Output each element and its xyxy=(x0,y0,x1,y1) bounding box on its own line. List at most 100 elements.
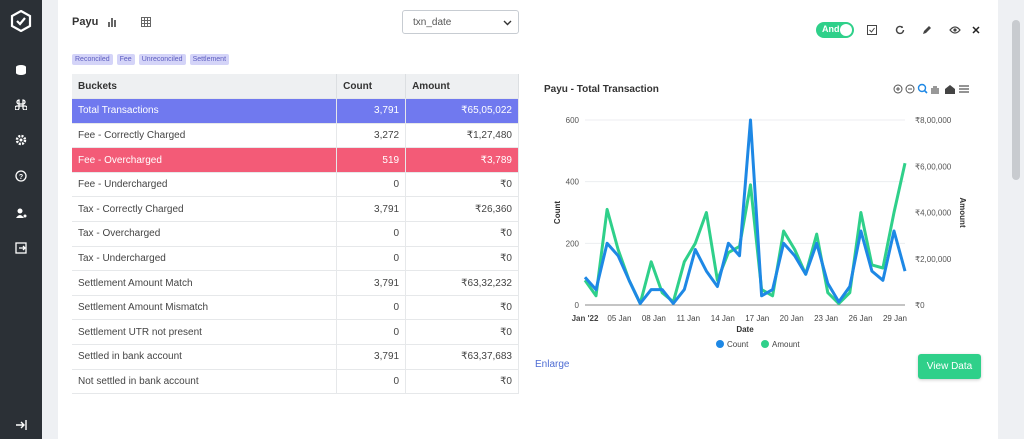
eye-icon[interactable] xyxy=(948,24,962,36)
table-row[interactable]: Fee - Overcharged 519 ₹3,789 xyxy=(72,147,519,173)
amount-cell: ₹0 xyxy=(405,369,519,395)
bucket-cell: Total Transactions xyxy=(72,98,338,124)
tag-fee[interactable]: Fee xyxy=(116,54,135,65)
bucket-cell: Tax - Overcharged xyxy=(72,221,338,247)
date-field-select-value: txn_date xyxy=(413,17,452,28)
y2-tick-label: ₹8,00,000 xyxy=(915,116,952,125)
page-scrollbar[interactable] xyxy=(1012,20,1020,180)
filter-tags: Reconciled Fee Unreconciled Settlement xyxy=(72,54,230,65)
y2-tick-label: ₹2,00,000 xyxy=(915,255,952,264)
magnifier-icon[interactable] xyxy=(917,83,928,94)
menu-icon[interactable] xyxy=(959,85,969,93)
y-axis-label: Count xyxy=(553,201,562,224)
y-tick-label: 400 xyxy=(566,178,580,187)
bucket-cell: Fee - Correctly Charged xyxy=(72,123,338,149)
logout-icon[interactable] xyxy=(0,415,42,435)
bar-chart-icon[interactable] xyxy=(106,16,118,28)
table-row[interactable]: Settlement UTR not present 0 ₹0 xyxy=(72,319,519,346)
table-row[interactable]: Tax - Correctly Charged 3,791 ₹26,360 xyxy=(72,196,519,223)
view-data-button[interactable]: View Data xyxy=(918,354,981,379)
sidebar: ? xyxy=(0,0,42,439)
amount-cell: ₹3,789 xyxy=(405,147,519,173)
close-icon[interactable] xyxy=(970,24,982,36)
checkbox-icon[interactable] xyxy=(866,24,878,36)
y2-tick-label: ₹6,00,000 xyxy=(915,162,952,171)
table-row[interactable]: Total Transactions 3,791 ₹65,05,022 xyxy=(72,98,519,124)
table-row[interactable]: Settlement Amount Mismatch 0 ₹0 xyxy=(72,295,519,321)
date-field-select[interactable]: txn_date xyxy=(402,10,519,34)
amount-cell: ₹63,37,683 xyxy=(405,344,519,370)
col-buckets-header: Buckets xyxy=(72,74,338,100)
and-toggle-label: And xyxy=(822,24,840,34)
zoom-out-icon[interactable] xyxy=(905,84,915,94)
y2-tick-label: ₹4,00,000 xyxy=(915,209,952,218)
toggle-knob xyxy=(840,24,852,36)
amount-cell: ₹63,32,232 xyxy=(405,270,519,296)
user-settings-icon[interactable] xyxy=(0,203,42,223)
x-axis-label: Date xyxy=(736,325,754,334)
table-row[interactable]: Settlement Amount Match 3,791 ₹63,32,232 xyxy=(72,270,519,296)
y-tick-label: 0 xyxy=(575,301,580,310)
app-logo-icon[interactable] xyxy=(10,10,32,32)
count-cell: 519 xyxy=(336,147,407,173)
table-row[interactable]: Fee - Correctly Charged 3,272 ₹1,27,480 xyxy=(72,123,519,149)
legend-label-count: Count xyxy=(727,340,749,349)
x-tick-label: 20 Jan xyxy=(780,314,804,323)
settings-gear-icon[interactable] xyxy=(0,130,42,150)
count-cell: 3,791 xyxy=(336,270,407,296)
series-line-count xyxy=(583,118,907,305)
tag-settlement[interactable]: Settlement xyxy=(189,54,230,65)
x-tick-label: 14 Jan xyxy=(711,314,735,323)
and-toggle[interactable]: And xyxy=(816,22,854,38)
count-cell: 3,791 xyxy=(336,196,407,223)
table-row[interactable]: Tax - Overcharged 0 ₹0 xyxy=(72,221,519,247)
buckets-table: Buckets Count Amount Total Transactions 3… xyxy=(72,74,519,395)
bucket-cell: Tax - Correctly Charged xyxy=(72,196,338,223)
help-icon[interactable]: ? xyxy=(0,166,42,186)
table-grid-icon[interactable] xyxy=(140,16,152,28)
bucket-cell: Settlement Amount Match xyxy=(72,270,338,296)
x-tick-label: 05 Jan xyxy=(607,314,631,323)
x-tick-label: 11 Jan xyxy=(677,314,700,323)
count-cell: 0 xyxy=(336,369,407,395)
table-row[interactable]: Settled in bank account 3,791 ₹63,37,683 xyxy=(72,344,519,370)
enlarge-link[interactable]: Enlarge xyxy=(535,359,570,370)
export-icon[interactable] xyxy=(0,238,42,258)
table-row[interactable]: Tax - Undercharged 0 ₹0 xyxy=(72,246,519,272)
amount-cell: ₹0 xyxy=(405,246,519,272)
x-tick-label: 26 Jan xyxy=(849,314,873,323)
col-amount-header: Amount xyxy=(405,74,519,100)
edit-pencil-icon[interactable] xyxy=(921,24,933,36)
home-icon[interactable] xyxy=(945,85,955,94)
x-tick-label: 29 Jan xyxy=(883,314,907,323)
bucket-cell: Fee - Undercharged xyxy=(72,172,338,198)
chevron-down-icon xyxy=(503,20,512,26)
amount-cell: ₹0 xyxy=(405,319,519,346)
y-tick-label: 200 xyxy=(566,239,580,248)
table-header-row: Buckets Count Amount xyxy=(72,74,519,100)
svg-text:?: ? xyxy=(19,174,23,181)
count-cell: 0 xyxy=(336,172,407,198)
legend-marker-amount xyxy=(761,340,769,348)
database-icon[interactable] xyxy=(0,60,42,80)
amount-cell: ₹1,27,480 xyxy=(405,123,519,149)
amount-cell: ₹0 xyxy=(405,295,519,321)
count-cell: 3,272 xyxy=(336,123,407,149)
table-row[interactable]: Fee - Undercharged 0 ₹0 xyxy=(72,172,519,198)
tag-unreconciled[interactable]: Unreconciled xyxy=(138,54,186,65)
bucket-cell: Settlement Amount Mismatch xyxy=(72,295,338,321)
legend-marker-count xyxy=(716,340,724,348)
zoom-in-icon[interactable] xyxy=(893,84,903,94)
chart-toolbar xyxy=(893,83,969,94)
x-tick-label: 17 Jan xyxy=(745,314,769,323)
refresh-icon[interactable] xyxy=(894,24,906,36)
y2-tick-label: ₹0 xyxy=(915,301,925,310)
legend-label-amount: Amount xyxy=(772,340,800,349)
bucket-cell: Not settled in bank account xyxy=(72,369,338,395)
bucket-cell: Fee - Overcharged xyxy=(72,147,338,173)
count-cell: 3,791 xyxy=(336,98,407,124)
tag-reconciled[interactable]: Reconciled xyxy=(72,54,113,65)
command-icon[interactable] xyxy=(0,94,42,114)
pan-hand-icon[interactable] xyxy=(931,86,939,94)
table-row[interactable]: Not settled in bank account 0 ₹0 xyxy=(72,369,519,395)
